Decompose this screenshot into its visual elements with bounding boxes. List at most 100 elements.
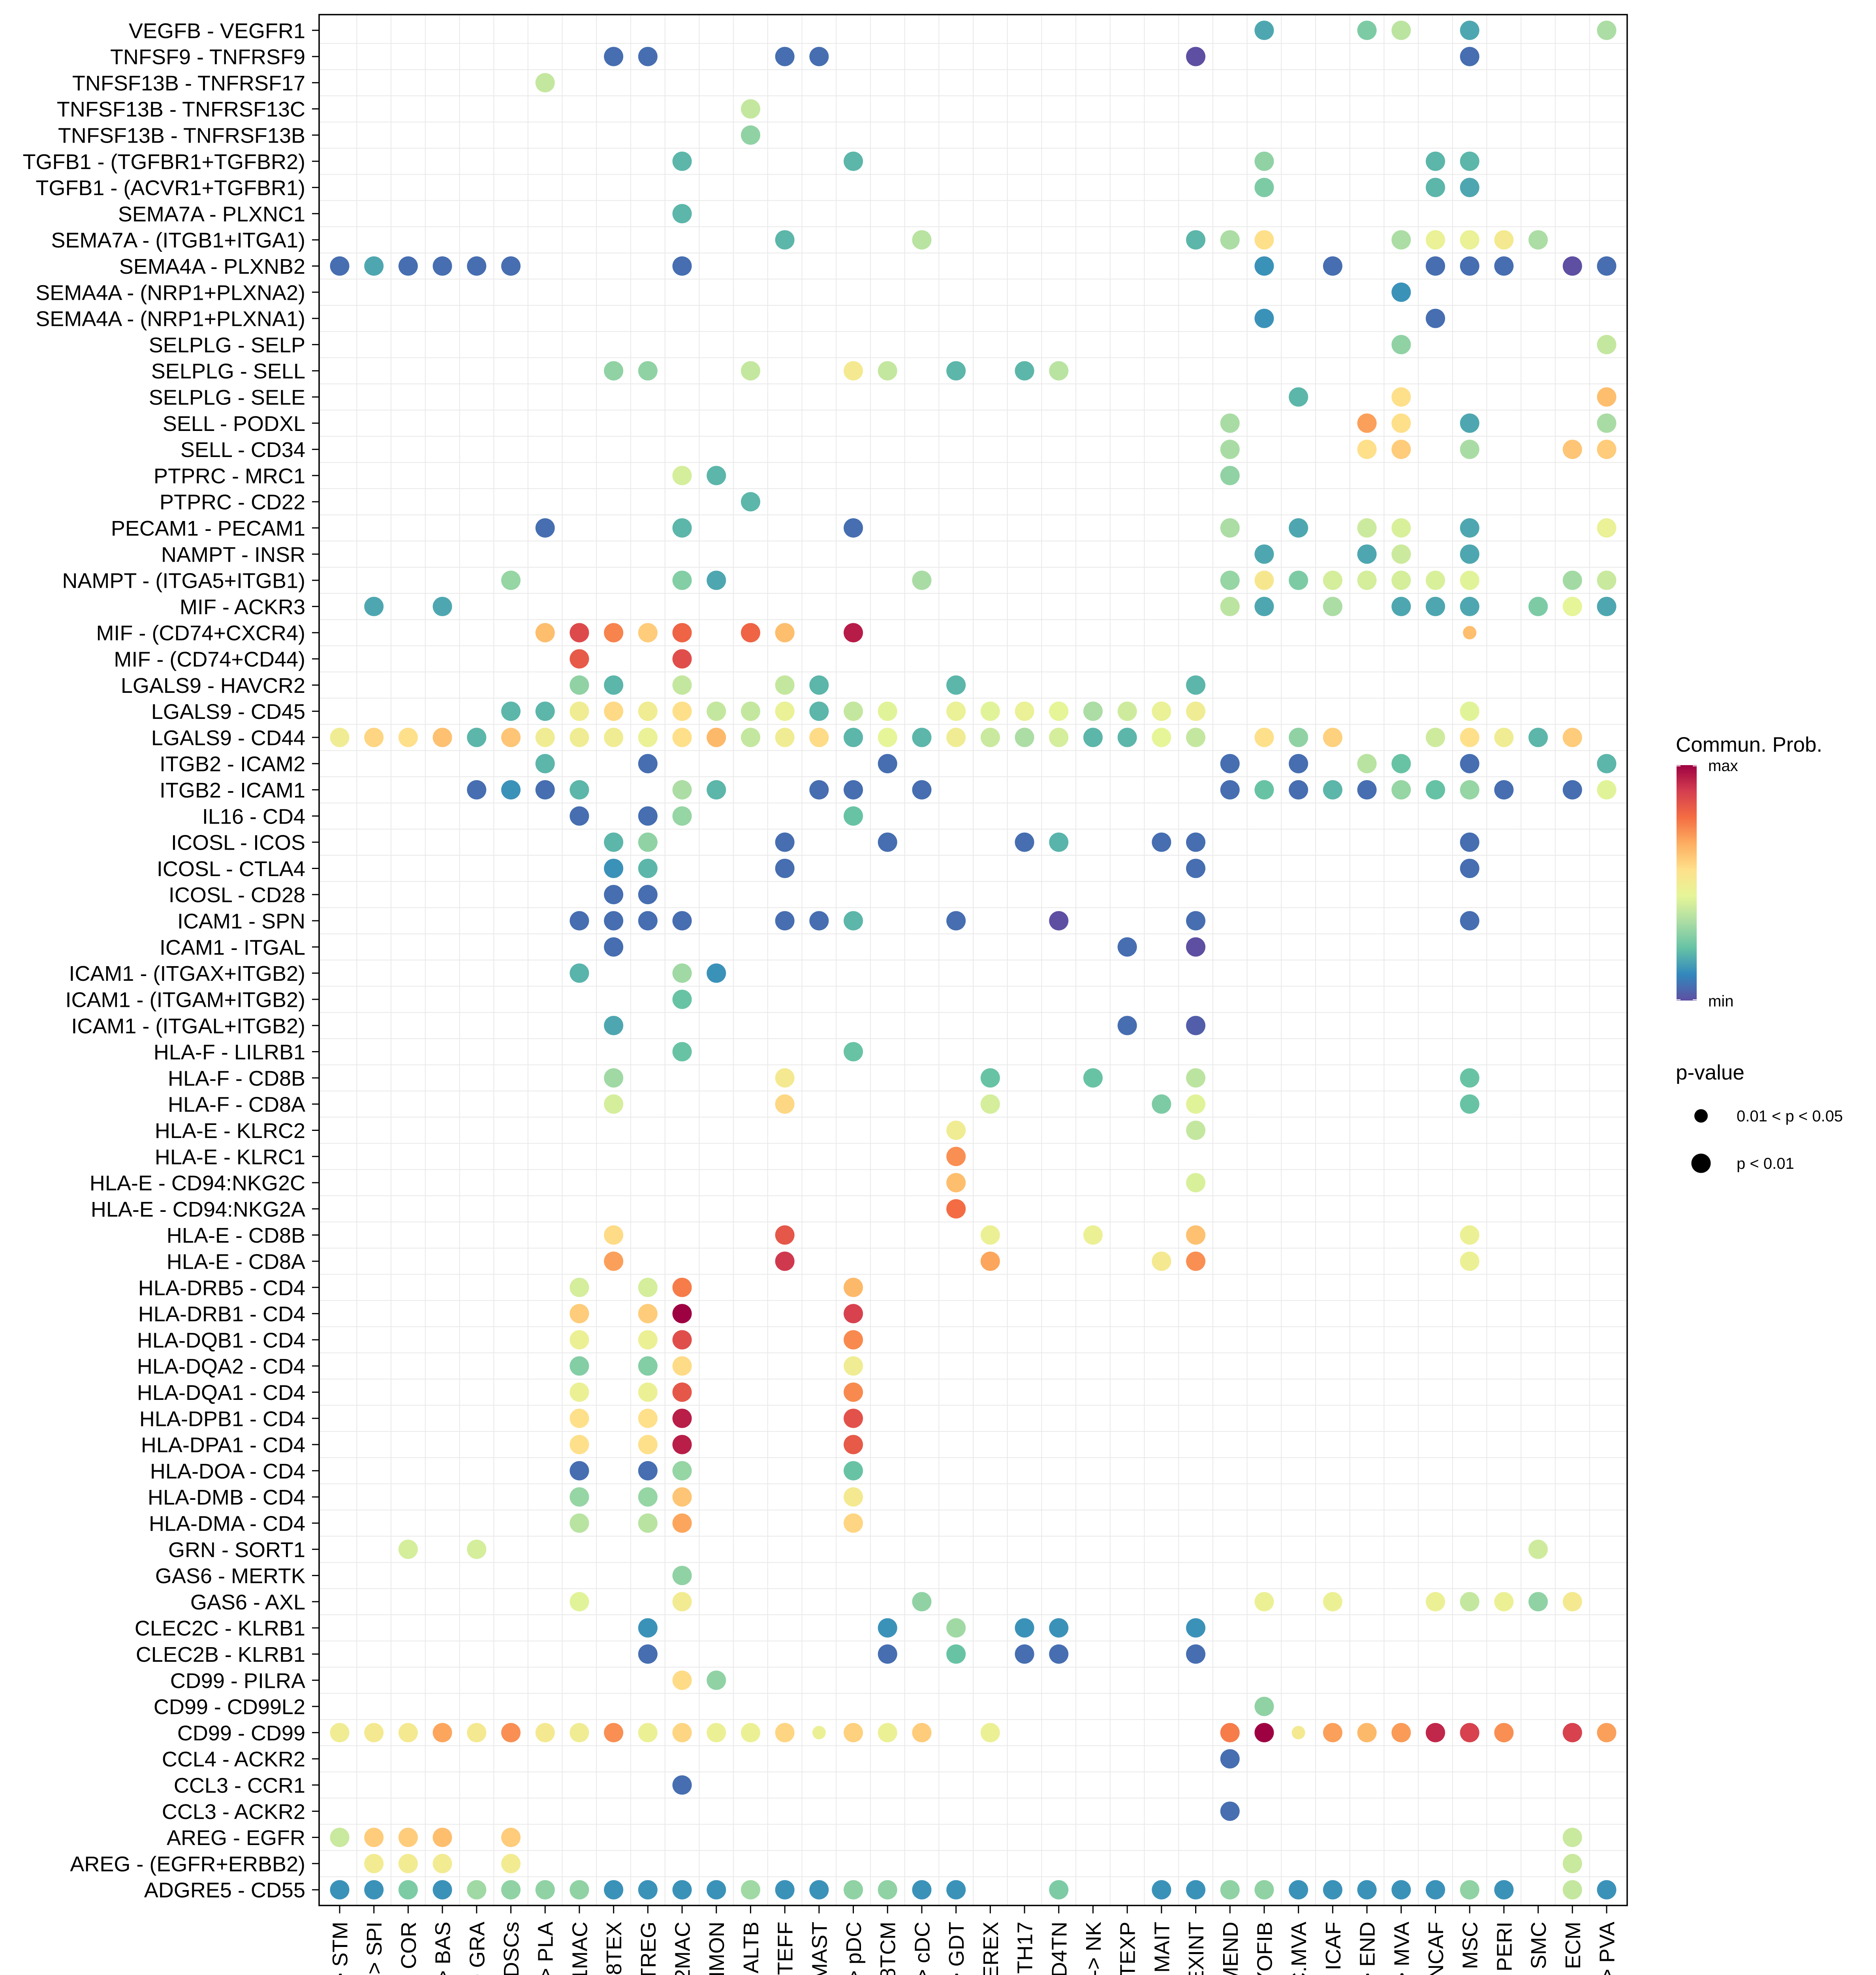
bubble [570, 649, 589, 669]
bubble [1391, 596, 1411, 616]
bubble [812, 1726, 826, 1740]
bubble [672, 204, 692, 224]
bubble [775, 1880, 795, 1900]
bubble [432, 728, 452, 747]
y-tick-label: HLA-F - CD8A [168, 1093, 305, 1117]
bubble [672, 702, 692, 721]
bubble [741, 728, 760, 747]
bubble [1597, 518, 1617, 538]
bubble [1391, 282, 1411, 302]
bubble [672, 1304, 692, 1324]
x-tick-label: pDC -> TH17 [1013, 1922, 1037, 1975]
bubble [775, 1225, 795, 1245]
bubble [741, 623, 760, 643]
bubble [946, 1199, 966, 1219]
bubble [1391, 387, 1411, 407]
bubble [1460, 1251, 1479, 1271]
bubble [501, 1723, 521, 1742]
y-tick-label: CD99 - CD99L2 [154, 1695, 305, 1719]
bubble [570, 1487, 589, 1507]
bubble [672, 151, 692, 171]
y-tick-label: MIF - (CD74+CD44) [114, 648, 305, 672]
bubble [1460, 728, 1479, 747]
bubble [707, 780, 726, 800]
bubble [1562, 780, 1582, 800]
bubble [1220, 1801, 1240, 1821]
bubble [638, 1409, 658, 1428]
x-tick-label: pDC -> PERI [1493, 1922, 1516, 1975]
bubble [638, 1618, 658, 1638]
bubble [364, 1723, 384, 1742]
y-tick-label: ICOSL - ICOS [171, 831, 305, 855]
bubble [707, 728, 726, 747]
bubble [1391, 230, 1411, 250]
bubble [741, 492, 760, 512]
bubble [878, 728, 897, 747]
x-tick-label: pDC -> SPI [363, 1922, 386, 1975]
bubble [1186, 1016, 1206, 1035]
bubble [844, 911, 863, 931]
bubble [1425, 596, 1445, 616]
bubble [1597, 256, 1617, 276]
y-tick-label: ITGB2 - ICAM2 [160, 752, 305, 776]
bubble [1391, 518, 1411, 538]
bubble [604, 858, 624, 878]
bubble [1254, 308, 1274, 328]
y-tick-label: HLA-DOA - CD4 [150, 1460, 305, 1483]
y-tick-label: HLA-E - CD8A [167, 1250, 305, 1273]
bubble [1391, 440, 1411, 459]
bubble [535, 1723, 555, 1742]
bubble [1460, 1880, 1479, 1900]
y-tick-label: HLA-DPB1 - CD4 [139, 1407, 305, 1431]
bubble [1357, 544, 1377, 564]
bubble [398, 1723, 418, 1742]
bubble [467, 1723, 487, 1742]
bubble [775, 230, 795, 250]
bubble [467, 728, 487, 747]
bubble [604, 361, 624, 381]
y-tick-label: ITGB2 - ICAM1 [160, 779, 305, 802]
bubble [638, 1330, 658, 1350]
bubble [912, 230, 932, 250]
bubble [809, 47, 829, 66]
bubble [912, 728, 932, 747]
bubble [1562, 596, 1582, 616]
bubble [1186, 675, 1206, 695]
bubble [1597, 21, 1617, 40]
bubble [1323, 780, 1342, 800]
bubble [638, 1513, 658, 1533]
bubble [1460, 911, 1479, 931]
bubble [1289, 570, 1308, 590]
bubble [775, 1723, 795, 1742]
bubble [672, 911, 692, 931]
bubble [1254, 151, 1274, 171]
bubble [570, 1382, 589, 1402]
y-tick-label: CCL3 - ACKR2 [162, 1800, 305, 1824]
bubble [432, 596, 452, 616]
bubble [878, 1618, 897, 1638]
bubble [1220, 230, 1240, 250]
bubble [1391, 754, 1411, 773]
bubble [946, 361, 966, 381]
y-tick-label: SEMA4A - PLXNB2 [119, 255, 305, 278]
bubble [638, 1356, 658, 1376]
bubble [1562, 1723, 1582, 1742]
y-tick-label: LGALS9 - CD44 [151, 726, 305, 750]
bubble [1460, 21, 1479, 40]
x-tick-label: pDC -> CD8TEXP [1116, 1922, 1140, 1975]
bubble [1597, 413, 1617, 433]
bubble [1083, 1225, 1103, 1245]
bubble [570, 1723, 589, 1742]
bubble [1391, 21, 1411, 40]
bubble [1186, 1644, 1206, 1664]
y-tick-label: TGFB1 - (TGFBR1+TGFBR2) [23, 150, 305, 174]
bubble [1562, 256, 1582, 276]
bubble [775, 911, 795, 931]
bubble [604, 1068, 624, 1088]
x-tick-label: pDC -> END [1356, 1922, 1380, 1975]
bubble [672, 728, 692, 747]
pvalue-legend-label-small: 0.01 < p < 0.05 [1737, 1108, 1843, 1125]
bubble [638, 1461, 658, 1480]
bubble [775, 832, 795, 852]
y-tick-label: VEGFB - VEGFR1 [129, 19, 305, 43]
